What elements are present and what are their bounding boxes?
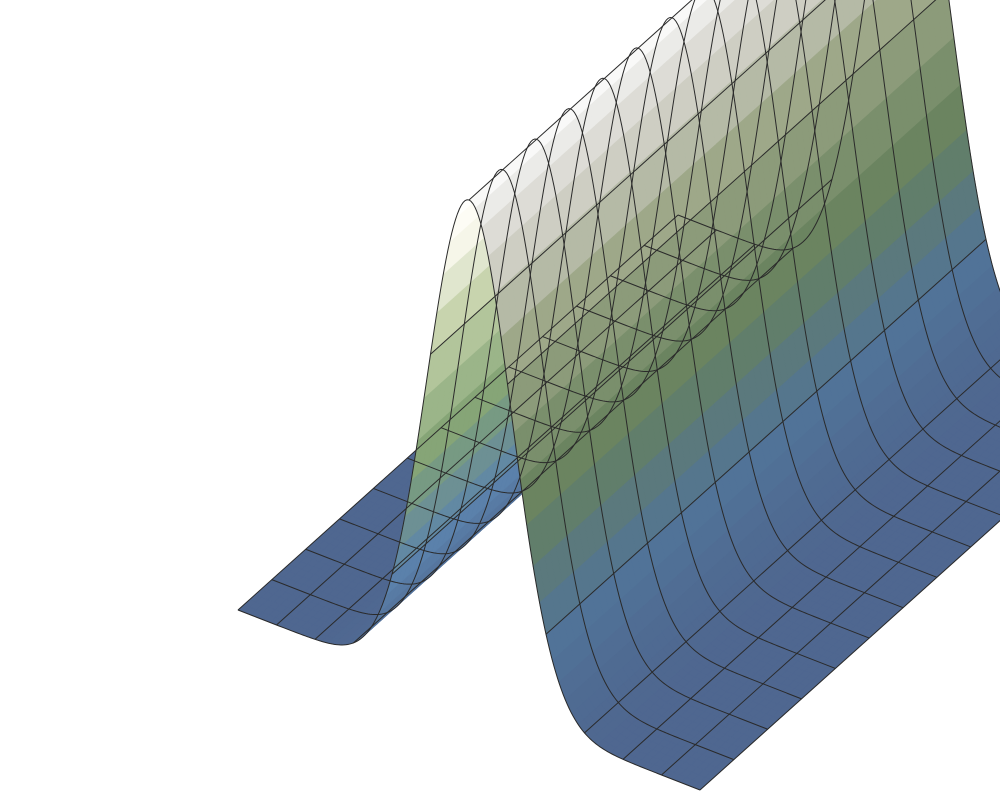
- surface-mesh: [237, 0, 1000, 791]
- surface-patch: [997, 383, 1000, 388]
- surface-patch: [996, 371, 1000, 378]
- surface-patch: [995, 359, 1000, 368]
